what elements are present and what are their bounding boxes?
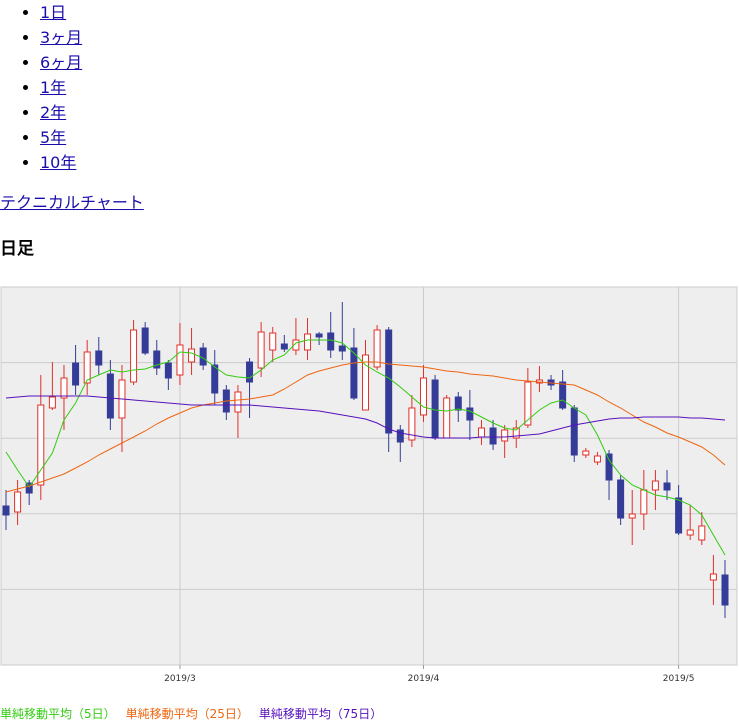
period-link[interactable]: 1年 — [40, 78, 67, 97]
candle-body — [234, 391, 242, 413]
candle-body — [698, 525, 706, 541]
candle-body — [304, 333, 312, 351]
candle-body — [385, 329, 393, 434]
candle-body — [721, 574, 729, 606]
candle-body — [593, 455, 601, 463]
candle-body — [164, 362, 172, 379]
period-link[interactable]: 3ヶ月 — [40, 28, 83, 47]
candle-body — [524, 381, 532, 426]
candle-body — [709, 573, 717, 581]
candle-body — [83, 351, 91, 384]
candle-body — [675, 497, 683, 534]
candle-body — [501, 429, 509, 442]
period-link[interactable]: 6ヶ月 — [40, 53, 83, 72]
nav-item: 1年 — [40, 75, 82, 100]
candle-body — [257, 331, 265, 369]
candle-body — [628, 513, 636, 519]
candle-body — [199, 347, 207, 366]
candle-body — [141, 327, 149, 354]
candle-body — [605, 453, 613, 481]
candle-body — [477, 427, 485, 438]
plot-area — [0, 286, 738, 666]
candle-body — [37, 404, 45, 486]
moving-average-line — [5, 361, 726, 493]
candle-body — [443, 397, 451, 439]
nav-item: 2年 — [40, 100, 82, 125]
nav-item: 5年 — [40, 125, 82, 150]
chart-heading: 日足 — [0, 239, 34, 259]
candle-body — [454, 396, 462, 411]
nav-item: 1日 — [40, 0, 82, 25]
moving-average-line — [5, 395, 726, 439]
candle-body — [269, 332, 277, 351]
candle-body — [153, 350, 161, 369]
candle-body — [72, 362, 80, 386]
candle-body — [95, 350, 103, 366]
nav-item: 3ヶ月 — [40, 25, 82, 50]
candle-body — [350, 347, 358, 399]
candle-body — [559, 381, 567, 409]
candlestick-chart: 2019/3 2019/4 2019/5 — [0, 286, 738, 684]
moving-average-line — [5, 339, 726, 556]
candle-body — [25, 482, 33, 494]
legend-entry: 単純移動平均（25日） — [125, 707, 249, 721]
candle-body — [176, 344, 184, 376]
period-link[interactable]: 1日 — [40, 3, 67, 22]
candle-body — [106, 373, 114, 419]
candle-body — [617, 479, 625, 519]
candle-body — [419, 377, 427, 416]
x-tick-label: 2019/5 — [663, 674, 695, 684]
candle-body — [130, 329, 138, 383]
candle-body — [2, 505, 10, 516]
candle-body — [246, 361, 254, 383]
candle-body — [396, 429, 404, 443]
candle-body — [292, 339, 300, 351]
candle-body — [211, 364, 219, 394]
candle-body — [338, 345, 346, 352]
technical-chart-link[interactable]: テクニカルチャート — [0, 193, 144, 212]
nav-item: 10年 — [40, 150, 82, 175]
candle-body — [489, 427, 497, 445]
candle-body — [466, 407, 474, 421]
candle-body — [663, 482, 671, 491]
candle-body — [188, 348, 196, 363]
legend-entry: 単純移動平均（5日） — [0, 707, 116, 721]
x-tick-label: 2019/3 — [164, 674, 196, 684]
candle-body — [686, 529, 694, 536]
candle-body — [315, 333, 323, 338]
candle-body — [582, 450, 590, 456]
legend-entry: 単純移動平均（75日） — [258, 707, 383, 721]
candle-body — [570, 407, 578, 456]
candle-body — [14, 491, 22, 513]
period-link[interactable]: 5年 — [40, 128, 67, 147]
candle-body — [280, 343, 288, 350]
legend: 単純移動平均（5日） 単純移動平均（25日） 単純移動平均（75日） — [0, 705, 392, 723]
candle-body — [512, 427, 520, 439]
candle-body — [362, 354, 369, 411]
candle-body — [373, 329, 381, 368]
x-tick-label: 2019/4 — [408, 674, 440, 684]
period-nav: 1日 3ヶ月 6ヶ月 1年 2年 5年 10年 — [0, 0, 82, 175]
nav-item: 6ヶ月 — [40, 50, 82, 75]
candle-body — [651, 480, 659, 491]
period-link[interactable]: 10年 — [40, 153, 77, 172]
candle-body — [408, 407, 416, 441]
candle-body — [640, 489, 648, 515]
candle-body — [327, 332, 335, 351]
candle-body — [48, 396, 56, 409]
period-link[interactable]: 2年 — [40, 103, 67, 122]
candle-body — [60, 377, 68, 399]
